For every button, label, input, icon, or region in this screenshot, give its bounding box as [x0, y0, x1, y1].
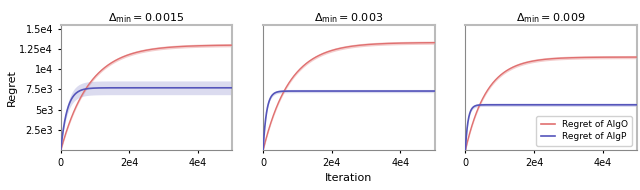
Title: $\Delta_{\min}=0.0015$: $\Delta_{\min}=0.0015$: [108, 11, 184, 25]
Title: $\Delta_{\min}=0.003$: $\Delta_{\min}=0.003$: [314, 11, 383, 25]
Title: $\Delta_{\min}=0.009$: $\Delta_{\min}=0.009$: [516, 11, 586, 25]
Y-axis label: Regret: Regret: [6, 69, 17, 106]
X-axis label: Iteration: Iteration: [325, 173, 372, 183]
Legend: Regret of AlgO, Regret of AlgP: Regret of AlgO, Regret of AlgP: [536, 116, 632, 146]
